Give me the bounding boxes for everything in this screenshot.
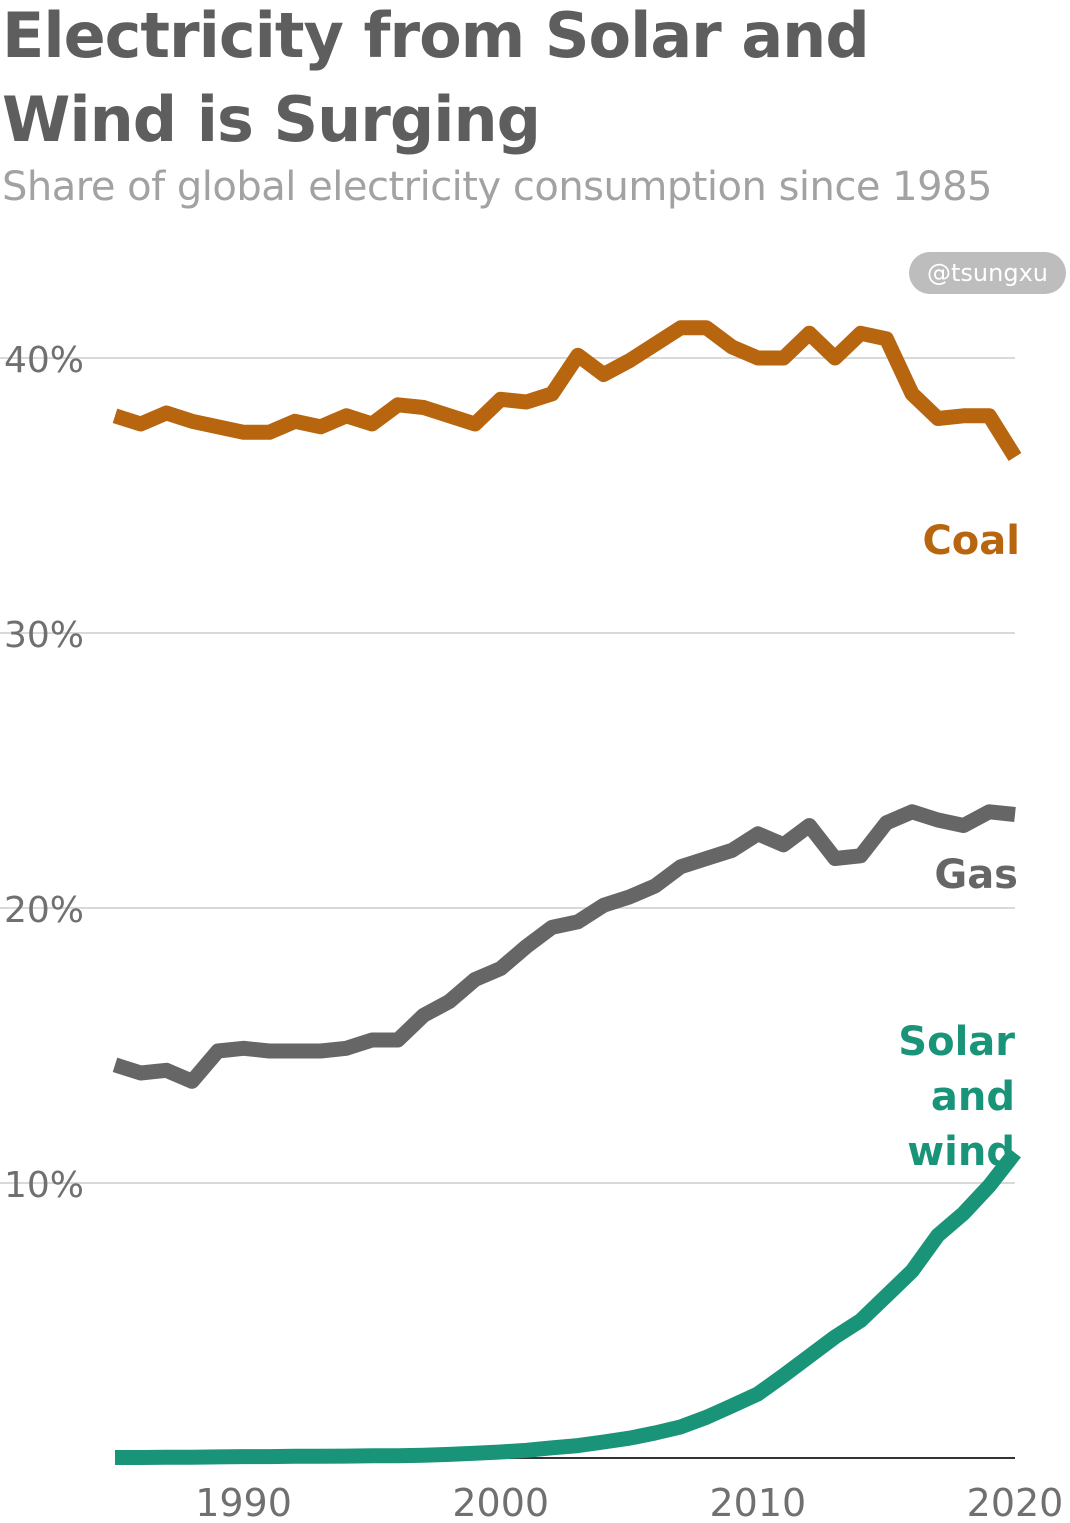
x-axis-ticks: 1990 2000 2010 2020 xyxy=(195,1481,1063,1523)
chart-title: Electricity from Solar and Wind is Surgi… xyxy=(2,0,870,156)
gridlines: 10% 20% 30% 40% xyxy=(0,340,1015,1459)
series-line-gas xyxy=(112,804,1016,1089)
x-tick-label: 2000 xyxy=(452,1481,549,1523)
y-tick-label: 40% xyxy=(4,340,84,381)
y-tick-label: 10% xyxy=(4,1165,84,1206)
x-tick-label: 1990 xyxy=(195,1481,292,1523)
chart-subtitle: Share of global electricity consumption … xyxy=(2,164,992,210)
series-lines xyxy=(112,320,1022,1465)
series-label-coal: Coal xyxy=(922,518,1020,564)
y-tick-label: 30% xyxy=(4,615,84,656)
series-labels: Coal Gas Solar and wind xyxy=(898,518,1020,1175)
series-line-coal xyxy=(112,320,1022,461)
series-line-solar-and-wind xyxy=(115,1148,1021,1465)
credit-badge: @tsungxu xyxy=(909,252,1066,294)
series-label-solar-and-wind: Solar and wind xyxy=(898,1019,1015,1175)
x-tick-label: 2020 xyxy=(967,1481,1064,1523)
series-label-gas: Gas xyxy=(934,852,1018,898)
x-tick-label: 2010 xyxy=(709,1481,806,1523)
y-tick-label: 20% xyxy=(4,890,84,931)
